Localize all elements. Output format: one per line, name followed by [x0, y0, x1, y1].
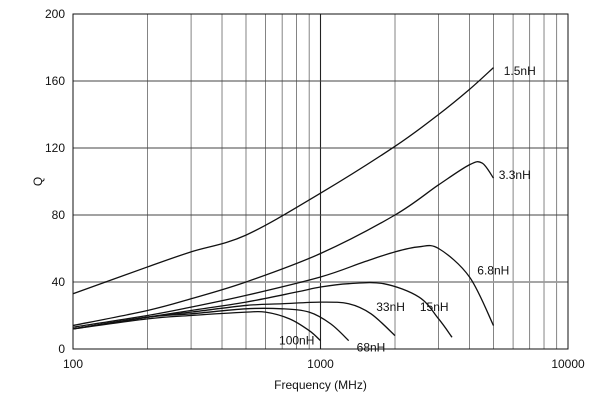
series-label-1.5nh: 1.5nH: [504, 64, 536, 78]
y-tick-label: 120: [45, 141, 65, 155]
series-line-33nh: [72, 301, 396, 337]
x-tick-label: 10000: [551, 357, 585, 371]
y-tick-label: 160: [45, 74, 65, 88]
series-label-15nh: 15nH: [420, 300, 449, 314]
y-tick-label: 40: [52, 275, 66, 289]
x-axis-title: Frequency (MHz): [274, 378, 367, 392]
series-line-15nh: [72, 281, 453, 338]
series-label-68nh: 68nH: [357, 340, 386, 354]
y-tick-label: 0: [58, 342, 65, 356]
x-tick-label: 1000: [307, 357, 334, 371]
series-line-68nh: [72, 307, 350, 342]
y-tick-label: 200: [45, 7, 65, 21]
tick-labels: 0 40 80 120 160 200 100 1000 10000: [45, 7, 585, 371]
series-label-33nh: 33nH: [376, 300, 405, 314]
y-tick-label: 80: [52, 208, 66, 222]
x-tick-label: 100: [63, 357, 83, 371]
series-label-3.3nh: 3.3nH: [499, 168, 531, 182]
series-label-6.8nh: 6.8nH: [477, 263, 509, 277]
series-line-3.3nh: [72, 161, 495, 327]
series-line-6.8nh: [72, 244, 495, 328]
series-label-100nh: 100nH: [279, 334, 314, 348]
grid-lines: [73, 14, 568, 349]
y-axis-title: Q: [31, 177, 45, 186]
series-line-100nh: [72, 310, 321, 342]
series-line-1.5nh: [72, 67, 494, 295]
plot-frame: [72, 13, 569, 350]
series-curves: [72, 67, 495, 342]
series-labels: 1.5nH 3.3nH 6.8nH 15nH 33nH 68nH 100nH: [279, 64, 536, 354]
